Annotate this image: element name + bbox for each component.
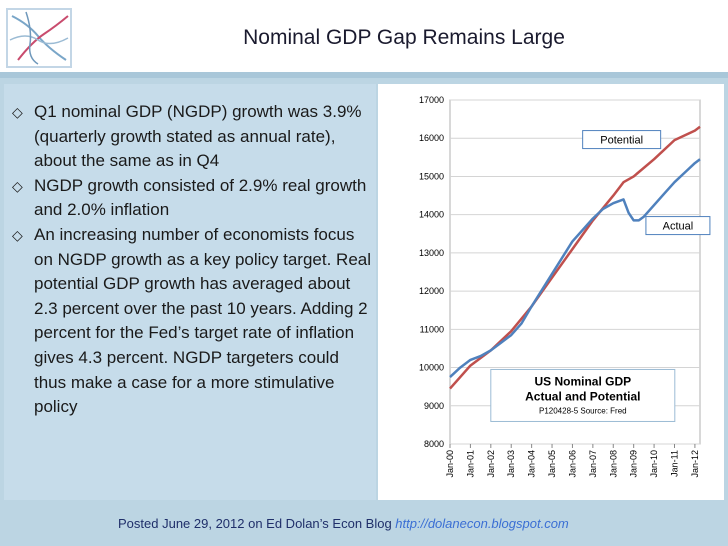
logo-graphic (8, 10, 70, 66)
bullet-list: ◇ Q1 nominal GDP (NGDP) growth was 3.9% (… (12, 100, 372, 420)
footer-bar (0, 506, 728, 546)
y-tick-label: 16000 (419, 133, 444, 143)
x-tick-label: Jan-11 (669, 450, 679, 477)
bullet-item: ◇ An increasing number of economists focu… (12, 223, 372, 420)
chart-panel: 8000 9000 10000 11000 12000 13000 14000 15000 16… (378, 84, 724, 500)
x-tick-label: Jan-00 (445, 450, 455, 478)
y-tick-label: 11000 (420, 324, 444, 334)
y-tick-label: 8000 (424, 439, 444, 449)
chart-source: P120428-5 Source: Fred (539, 406, 627, 415)
text-panel (4, 84, 376, 500)
title-bar: Nominal GDP Gap Remains Large (0, 0, 728, 78)
footer-text: Posted June 29, 2012 on Ed Dolan’s Econ … (118, 516, 396, 531)
blog-link[interactable]: http://dolanecon.blogspot.com (395, 516, 569, 531)
x-tick-label: Jan-12 (690, 450, 700, 478)
chart-title-box (490, 368, 676, 422)
bullet-item: ◇ NGDP growth consisted of 2.9% real grow… (12, 174, 372, 223)
actual-annotation-label: Actual (663, 221, 694, 233)
series-line-actual (449, 158, 701, 379)
logo-icon (6, 8, 72, 68)
potential-annotation-box (582, 130, 662, 150)
diamond-bullet-icon: ◇ (12, 226, 23, 243)
y-tick-label: 14000 (419, 210, 444, 220)
x-tick-label: Jan-08 (608, 450, 618, 478)
bullet-item: ◇ Q1 nominal GDP (NGDP) growth was 3.9% (… (12, 100, 372, 174)
x-tick-label: Jan-04 (527, 450, 537, 478)
bullet-text: An increasing number of economists focus… (34, 224, 372, 417)
bullet-text: Q1 nominal GDP (NGDP) growth was 3.9% (q… (34, 102, 362, 171)
potential-annotation-label: Potential (600, 135, 643, 147)
y-tick-label: 9000 (424, 401, 444, 411)
title-divider (0, 72, 728, 78)
x-tick-label: Jan-02 (486, 450, 496, 478)
x-tick-label: Jan-06 (567, 450, 577, 478)
diamond-bullet-icon: ◇ (12, 177, 23, 194)
slide-title: Nominal GDP Gap Remains Large (243, 26, 565, 49)
diamond-bullet-icon: ◇ (12, 104, 23, 120)
x-tick-label: Jan-10 (649, 450, 659, 478)
x-tick-label: Jan-09 (629, 450, 639, 478)
actual-annotation-box (645, 216, 711, 236)
y-tick-label: 12000 (419, 286, 444, 296)
bullet-text: NGDP growth consisted of 2.9% real growt… (34, 175, 367, 220)
y-tick-label: 17000 (419, 95, 444, 105)
y-tick-label: 13000 (419, 248, 444, 258)
x-tick-label: Jan-01 (465, 450, 475, 478)
y-tick-label: 10000 (419, 363, 444, 373)
y-tick-label: 15000 (419, 171, 444, 181)
x-tick-label: Jan-05 (547, 450, 557, 478)
chart-title: US Nominal GDP (534, 374, 631, 388)
x-tick-label: Jan-03 (506, 450, 516, 478)
footer-caption: Posted June 29, 2012 on Ed Dolan’s Econ … (118, 516, 569, 531)
gdp-line-chart: 8000 9000 10000 11000 12000 13000 14000 15000 16… (419, 95, 711, 478)
chart-subtitle: Actual and Potential (525, 389, 640, 403)
x-tick-label: Jan-07 (588, 450, 598, 478)
